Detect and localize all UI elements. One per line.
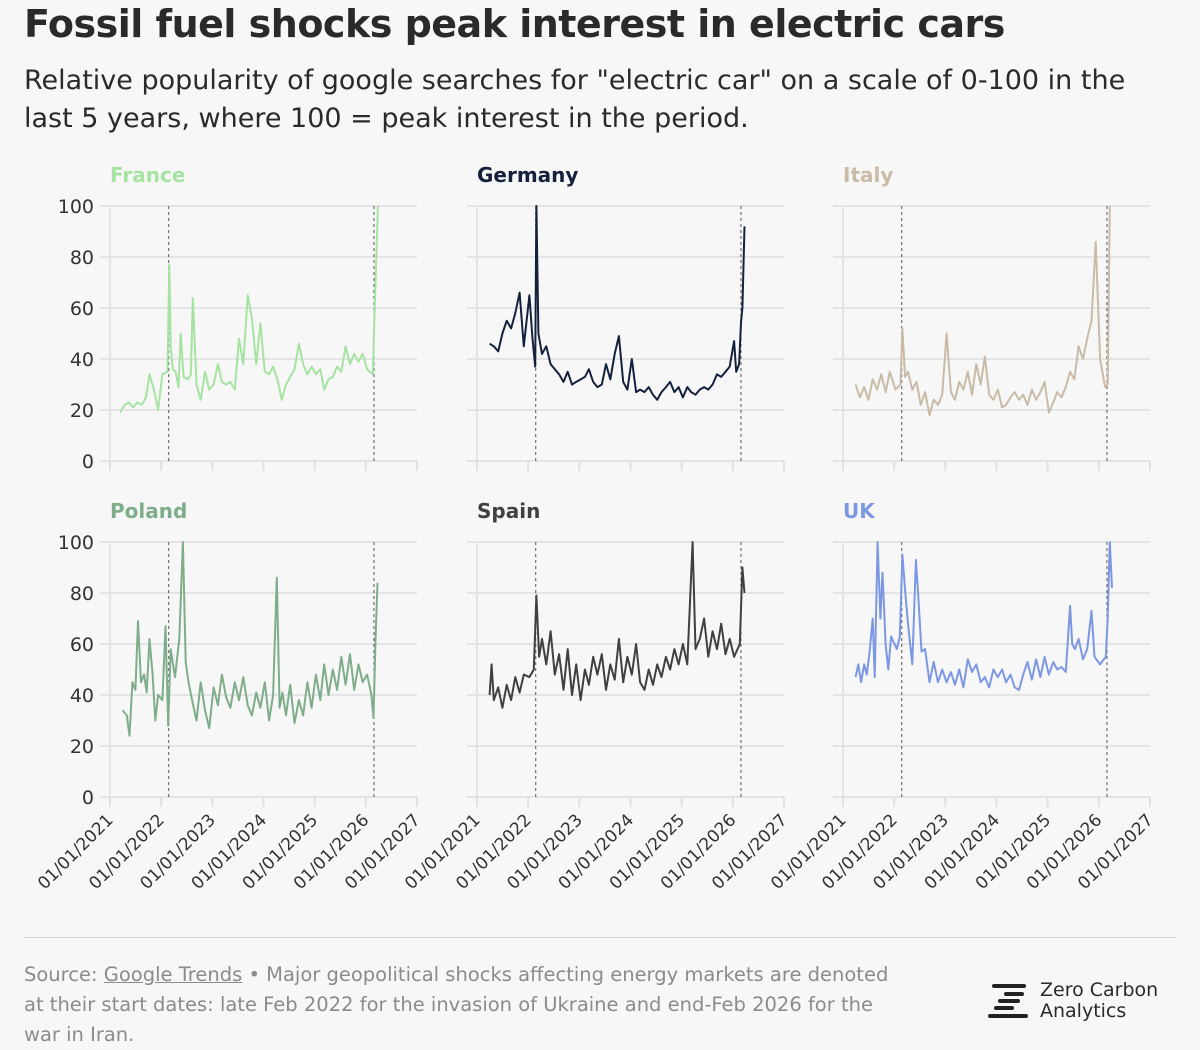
logo-line-1: Zero Carbon <box>1040 979 1159 1001</box>
y-tick-label: 40 <box>70 685 94 707</box>
source-link[interactable]: Google Trends <box>103 963 243 986</box>
panel-italy: Italy <box>833 163 1151 471</box>
y-tick-label: 0 <box>82 787 94 809</box>
y-tick-label: 20 <box>70 400 94 422</box>
logo: Zero Carbon Analytics <box>986 980 1158 1022</box>
y-tick-label: 20 <box>70 736 94 758</box>
series-line-spain <box>488 541 746 709</box>
panel-title: UK <box>843 499 876 523</box>
y-tick-label: 100 <box>58 196 94 218</box>
panel-title: Spain <box>477 499 540 523</box>
panel-title: Germany <box>477 163 578 187</box>
y-tick-label: 0 <box>82 451 94 473</box>
logo-text: Zero Carbon Analytics <box>1040 980 1158 1022</box>
footer-divider <box>24 937 1176 938</box>
zero-carbon-logo-icon <box>988 984 1028 1018</box>
y-tick-label: 60 <box>70 298 94 320</box>
panel-title: France <box>110 163 185 187</box>
panel-poland: Poland02040608010001/01/202101/01/202201… <box>34 499 424 894</box>
footer-note: Source: Google Trends • Major geopolitic… <box>24 960 904 1050</box>
series-line-italy <box>854 205 1111 417</box>
panel-france: France 0 20 40 60 80 100 <box>58 163 418 473</box>
y-tick-label: 80 <box>70 583 94 605</box>
chart-subtitle: Relative popularity of google searches f… <box>24 65 1126 134</box>
footer-description: • Major geopolitical shocks affecting en… <box>24 963 889 1046</box>
y-tick-label: 100 <box>58 532 94 554</box>
series-line-france <box>119 205 379 414</box>
series-line-uk <box>854 541 1113 691</box>
panel-title: Poland <box>110 499 187 523</box>
y-tick-label: 80 <box>70 247 94 269</box>
small-multiples-chart: France 0 20 40 60 80 100 Germany Italy Poland 0 20 4… <box>34 163 1157 894</box>
y-tick-label: 40 <box>70 349 94 371</box>
panel-germany: Germany <box>467 163 785 471</box>
panel-title: Italy <box>843 163 893 187</box>
chart-title: Fossil fuel shocks peak interest in elec… <box>24 2 1005 46</box>
series-line-germany <box>489 205 746 401</box>
panel-spain: Spain01/01/202101/01/202201/01/202301/01… <box>401 499 791 894</box>
panel-uk: UK01/01/202101/01/202201/01/202301/01/20… <box>767 499 1157 894</box>
series-line-poland <box>121 541 379 737</box>
source-label: Source: <box>24 963 104 986</box>
y-tick-label: 60 <box>70 634 94 656</box>
logo-line-2: Analytics <box>1040 1000 1127 1022</box>
